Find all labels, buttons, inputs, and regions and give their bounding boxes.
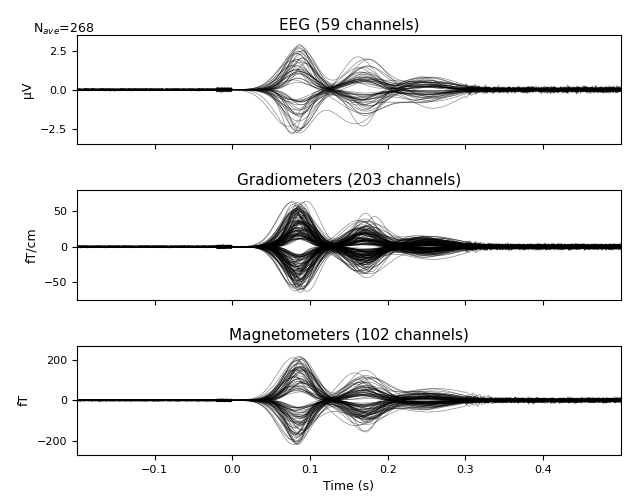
Y-axis label: μV: μV: [21, 82, 35, 98]
Title: Magnetometers (102 channels): Magnetometers (102 channels): [229, 328, 468, 343]
Title: EEG (59 channels): EEG (59 channels): [278, 18, 419, 32]
X-axis label: Time (s): Time (s): [323, 480, 374, 494]
Text: N$_{ave}$=268: N$_{ave}$=268: [33, 22, 95, 37]
Title: Gradiometers (203 channels): Gradiometers (203 channels): [237, 173, 461, 188]
Y-axis label: fT/cm: fT/cm: [25, 227, 38, 263]
Y-axis label: fT: fT: [18, 394, 31, 406]
